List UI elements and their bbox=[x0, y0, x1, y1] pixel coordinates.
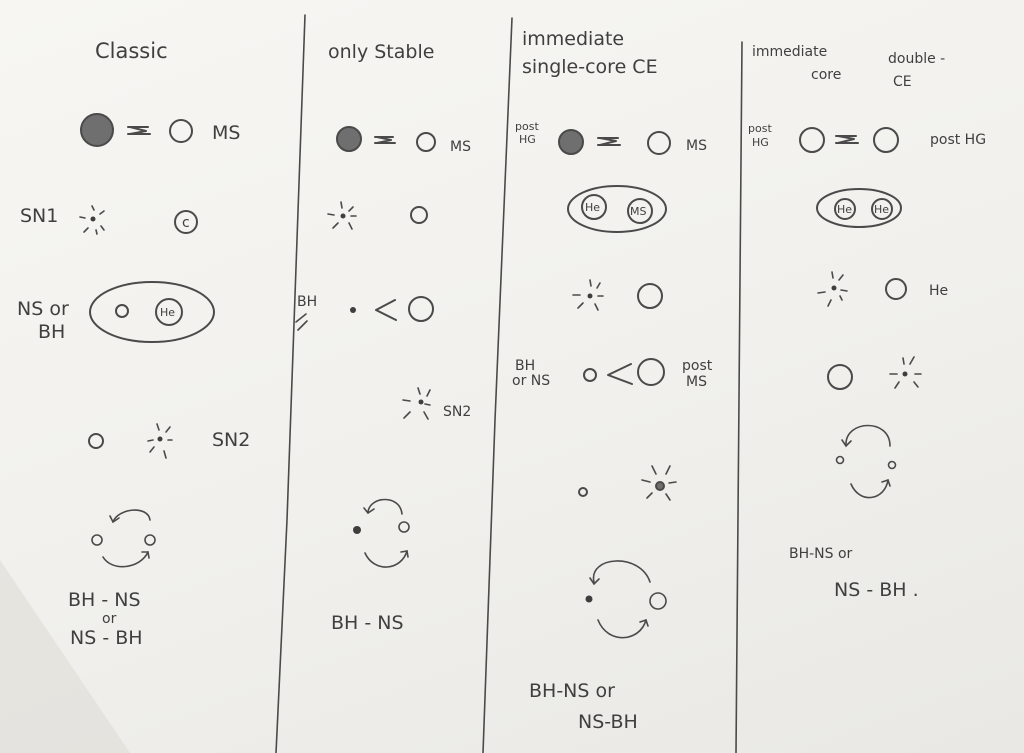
column-double-core-ce: immediate core double - CE post HG post … bbox=[748, 44, 986, 601]
open-star-icon bbox=[873, 127, 899, 153]
column-title: Classic bbox=[95, 39, 168, 63]
ms-label: MS bbox=[686, 374, 707, 390]
column-divider-1 bbox=[275, 14, 306, 753]
common-envelope bbox=[89, 281, 215, 343]
outcome-or: or bbox=[102, 611, 117, 627]
remnant-circle bbox=[637, 283, 663, 309]
remnant-circle bbox=[827, 364, 853, 390]
black-hole-dot bbox=[350, 307, 356, 313]
outcome-line-2: NS-BH bbox=[578, 711, 638, 733]
he-inner-label: He bbox=[874, 203, 889, 216]
column-single-core-ce: immediate single-core CE post HG MS He M… bbox=[512, 28, 713, 733]
column-divider-2 bbox=[482, 17, 513, 753]
bh-label: BH bbox=[297, 294, 317, 310]
open-star-icon bbox=[169, 119, 193, 143]
donor-star-circle bbox=[408, 296, 434, 322]
column-title-line-1: immediate bbox=[752, 44, 827, 60]
supernova-icon bbox=[572, 279, 604, 311]
greater-equal-icon bbox=[597, 137, 621, 146]
he-inner-label: He bbox=[160, 306, 175, 319]
column-title-line-2: core bbox=[811, 67, 841, 83]
open-star-icon bbox=[647, 131, 671, 155]
outcome-line-1: BH-NS or bbox=[789, 546, 853, 562]
ms-inner-label: MS bbox=[630, 205, 646, 218]
column-only-stable: only Stable MS BH SN2 bbox=[295, 41, 471, 634]
supernova-icon bbox=[889, 356, 922, 389]
he-star-circle bbox=[581, 194, 607, 220]
greater-equal-icon bbox=[374, 136, 396, 144]
remnant-circle bbox=[885, 278, 907, 300]
compact-object-circle bbox=[583, 368, 597, 382]
column-classic: Classic MS SN1 c NS or BH He bbox=[17, 39, 250, 649]
sn1-label: SN1 bbox=[20, 205, 58, 227]
accretion-wedge-icon bbox=[607, 363, 633, 385]
supernova-icon bbox=[327, 201, 357, 230]
column-title: only Stable bbox=[328, 41, 434, 63]
scribble-mark bbox=[295, 313, 308, 331]
bh-label: BH bbox=[515, 358, 535, 374]
filled-star-icon bbox=[336, 126, 362, 152]
remnant-inner-label: c bbox=[182, 215, 190, 231]
ms-label: MS bbox=[686, 138, 707, 154]
he-inner-label: He bbox=[585, 201, 600, 214]
ms-label: MS bbox=[450, 139, 471, 155]
hg-label: HG bbox=[752, 136, 769, 149]
or-ns-label: or NS bbox=[512, 373, 550, 389]
donor-star-circle bbox=[637, 358, 665, 386]
outcome-line-2: NS - BH bbox=[70, 627, 143, 649]
column-divider-3 bbox=[735, 41, 743, 753]
outcome-line-2: NS - BH . bbox=[834, 579, 919, 601]
common-envelope bbox=[816, 188, 902, 228]
hg-label: HG bbox=[519, 133, 536, 146]
open-star-icon bbox=[416, 132, 436, 152]
remnant-circle bbox=[174, 210, 198, 234]
greater-equal-icon bbox=[127, 126, 151, 135]
orbiting-binary-icon bbox=[353, 498, 410, 568]
bh-label: BH bbox=[38, 321, 65, 343]
compact-object-circle bbox=[88, 433, 104, 449]
outcome-line-1: BH-NS or bbox=[529, 680, 615, 702]
supernova-icon bbox=[147, 423, 173, 459]
column-title-line-2: single-core CE bbox=[522, 56, 658, 78]
compact-object-circle bbox=[115, 304, 129, 318]
supernova-icon bbox=[817, 271, 848, 307]
post-hg-label: post HG bbox=[930, 132, 986, 148]
column-title-line-4: CE bbox=[893, 74, 912, 90]
outcome-line: BH - NS bbox=[331, 612, 404, 634]
he-star-circle bbox=[834, 198, 856, 220]
supernova-icon bbox=[641, 465, 677, 501]
he-label: He bbox=[929, 283, 948, 299]
orbiting-binary-icon bbox=[585, 560, 667, 639]
compact-object-circle bbox=[578, 487, 588, 497]
sn2-label: SN2 bbox=[212, 429, 250, 451]
post-label: post bbox=[515, 120, 539, 133]
open-star-icon bbox=[799, 127, 825, 153]
filled-star-icon bbox=[558, 129, 584, 155]
greater-equal-icon bbox=[835, 135, 859, 144]
ms-star-circle bbox=[627, 198, 653, 224]
supernova-icon bbox=[402, 387, 431, 420]
column-title-line-1: immediate bbox=[522, 28, 624, 50]
remnant-circle bbox=[410, 206, 428, 224]
outcome-line-1: BH - NS bbox=[68, 589, 141, 611]
paper-shadow bbox=[0, 560, 130, 753]
orbiting-binary-icon bbox=[835, 424, 897, 499]
post-label: post bbox=[682, 358, 713, 374]
post-label: post bbox=[748, 122, 772, 135]
he-inner-label: He bbox=[837, 203, 852, 216]
he-star-circle bbox=[155, 298, 183, 326]
supernova-icon bbox=[79, 205, 105, 235]
ms-label: MS bbox=[212, 122, 240, 144]
accretion-wedge-icon bbox=[375, 299, 397, 321]
sn2-label: SN2 bbox=[443, 404, 471, 420]
column-title-line-3: double - bbox=[888, 51, 945, 67]
filled-star-icon bbox=[80, 113, 114, 147]
he-star-circle bbox=[871, 198, 893, 220]
orbiting-binary-icon bbox=[91, 509, 156, 568]
ns-or-label: NS or bbox=[17, 298, 69, 320]
common-envelope bbox=[567, 185, 667, 233]
